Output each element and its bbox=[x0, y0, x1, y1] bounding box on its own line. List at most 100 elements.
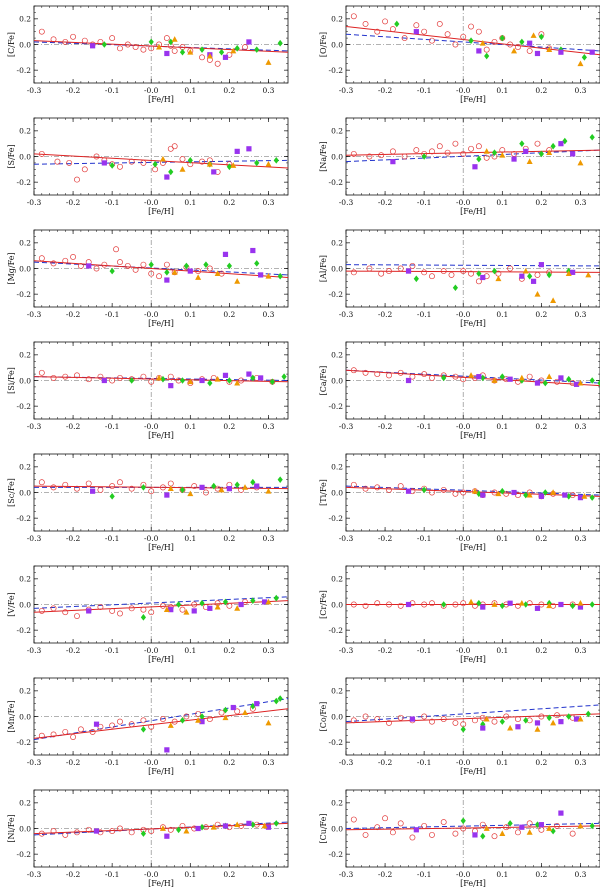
data-point-circle bbox=[448, 271, 455, 278]
dashed-fit-line bbox=[346, 704, 600, 723]
data-point-circle bbox=[386, 372, 392, 379]
data-point-circle bbox=[468, 23, 474, 30]
data-layer bbox=[34, 143, 288, 183]
data-point-diamond bbox=[203, 261, 209, 268]
data-point-triangle bbox=[491, 601, 498, 607]
data-point-diamond bbox=[199, 599, 205, 607]
data-point-circle bbox=[526, 47, 533, 54]
data-point-triangle bbox=[171, 36, 178, 42]
x-tick-label: 0.3 bbox=[574, 758, 586, 767]
data-point-circle bbox=[140, 46, 147, 53]
data-point-circle bbox=[62, 728, 69, 735]
data-point-circle bbox=[238, 486, 245, 493]
data-point-square bbox=[246, 39, 252, 45]
data-point-square bbox=[164, 747, 170, 753]
data-point-square bbox=[523, 148, 529, 154]
data-point-diamond bbox=[183, 262, 189, 270]
data-point-square bbox=[222, 54, 229, 60]
x-tick-label: -0.2 bbox=[378, 870, 393, 879]
data-point-diamond bbox=[218, 48, 225, 56]
data-point-circle bbox=[148, 609, 155, 616]
x-tick-label: -0.2 bbox=[66, 198, 81, 207]
data-point-circle bbox=[148, 270, 155, 277]
data-point-diamond bbox=[499, 718, 505, 725]
data-point-square bbox=[250, 247, 256, 254]
data-point-circle bbox=[468, 145, 474, 152]
data-point-diamond bbox=[538, 33, 544, 41]
y-tick-label: 0.2 bbox=[331, 575, 343, 584]
solid-fit-line bbox=[34, 485, 288, 490]
dashed-fit-line bbox=[346, 485, 600, 496]
data-point-square bbox=[199, 377, 205, 384]
data-point-circle bbox=[210, 374, 217, 381]
data-point-circle bbox=[85, 376, 92, 383]
data-point-diamond bbox=[226, 377, 232, 384]
x-tick-label: 0.3 bbox=[574, 534, 586, 543]
data-point-diamond bbox=[499, 373, 505, 380]
data-point-triangle bbox=[214, 603, 221, 610]
data-layer bbox=[34, 820, 288, 839]
data-point-triangle bbox=[234, 821, 241, 828]
x-axis-label: [Fe/H] bbox=[148, 95, 174, 104]
data-point-triangle bbox=[546, 602, 553, 609]
data-point-square bbox=[230, 704, 236, 711]
data-point-square bbox=[405, 488, 412, 494]
data-point-circle bbox=[140, 159, 147, 166]
data-point-triangle bbox=[577, 159, 584, 166]
x-tick-label: 0.1 bbox=[496, 422, 508, 431]
data-point-triangle bbox=[483, 825, 490, 831]
data-point-diamond bbox=[589, 494, 595, 501]
data-point-triangle bbox=[526, 158, 533, 165]
data-point-diamond bbox=[597, 379, 600, 387]
data-point-diamond bbox=[250, 597, 256, 604]
y-tick-label: 0.2 bbox=[19, 687, 31, 696]
data-point-triangle bbox=[499, 830, 506, 837]
data-point-circle bbox=[202, 489, 209, 496]
data-point-square bbox=[511, 156, 517, 162]
data-point-circle bbox=[163, 261, 170, 268]
data-point-circle bbox=[421, 28, 428, 35]
y-tick-label: -0.2 bbox=[329, 738, 344, 747]
data-point-circle bbox=[460, 33, 467, 40]
dashed-fit-line bbox=[346, 264, 600, 267]
data-point-diamond bbox=[277, 695, 283, 702]
data-point-diamond bbox=[273, 697, 279, 705]
data-point-circle bbox=[452, 41, 459, 48]
data-point-circle bbox=[386, 486, 392, 493]
x-tick-label: -0.3 bbox=[339, 422, 354, 431]
data-point-circle bbox=[452, 719, 459, 726]
data-point-circle bbox=[50, 731, 57, 738]
x-tick-label: -0.0 bbox=[144, 86, 159, 95]
data-point-circle bbox=[117, 610, 123, 617]
data-point-circle bbox=[148, 723, 155, 730]
x-tick-label: -0.3 bbox=[27, 646, 42, 655]
data-point-square bbox=[577, 604, 584, 610]
data-layer bbox=[34, 369, 288, 389]
y-axis-label: [Si/Fe] bbox=[7, 367, 16, 394]
data-point-square bbox=[265, 824, 272, 830]
data-point-triangle bbox=[550, 719, 557, 726]
data-point-diamond bbox=[140, 726, 147, 733]
data-point-triangle bbox=[581, 493, 588, 499]
data-point-diamond bbox=[538, 150, 544, 158]
panel-ni: -0.3 -0.2 -0.1 -0.0 0.1 0.2 0.3 -0.2 0.0 0.2 [Fe/H… bbox=[7, 789, 289, 888]
x-axis-label: [Fe/H] bbox=[148, 207, 174, 216]
data-point-triangle bbox=[171, 269, 178, 275]
data-point-circle bbox=[62, 257, 69, 264]
data-point-circle bbox=[117, 45, 123, 52]
data-point-circle bbox=[382, 815, 389, 822]
data-point-diamond bbox=[250, 702, 256, 710]
data-point-circle bbox=[503, 713, 510, 720]
x-tick-label: 0.2 bbox=[223, 198, 235, 207]
data-point-diamond bbox=[175, 826, 182, 834]
data-point-diamond bbox=[452, 284, 459, 292]
data-point-square bbox=[507, 600, 513, 606]
data-point-circle bbox=[148, 828, 155, 835]
x-axis-label: [Fe/H] bbox=[148, 543, 174, 552]
x-tick-label: -0.0 bbox=[456, 646, 471, 655]
solid-fit-line bbox=[346, 825, 600, 831]
data-point-circle bbox=[199, 158, 205, 165]
data-point-circle bbox=[74, 372, 80, 379]
data-point-diamond bbox=[499, 487, 505, 495]
data-point-diamond bbox=[269, 378, 275, 386]
